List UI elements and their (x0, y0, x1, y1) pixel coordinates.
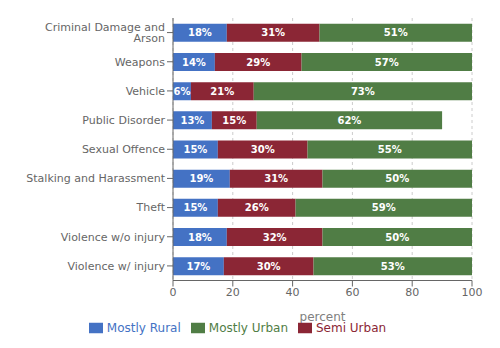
svg-text:20: 20 (226, 286, 240, 299)
svg-text:51%: 51% (384, 27, 408, 38)
svg-text:0: 0 (170, 286, 177, 299)
svg-text:Violence w/ injury: Violence w/ injury (68, 260, 166, 273)
svg-text:53%: 53% (381, 261, 405, 272)
svg-text:21%: 21% (210, 86, 234, 97)
svg-text:60: 60 (345, 286, 359, 299)
svg-text:50%: 50% (385, 173, 409, 184)
svg-text:Sexual Offence: Sexual Offence (82, 143, 165, 156)
svg-text:Vehicle: Vehicle (126, 85, 166, 98)
svg-text:62%: 62% (337, 115, 361, 126)
svg-text:15%: 15% (183, 202, 207, 213)
svg-text:18%: 18% (188, 232, 212, 243)
svg-text:Weapons: Weapons (115, 56, 165, 69)
svg-text:50%: 50% (385, 232, 409, 243)
svg-text:29%: 29% (246, 57, 270, 68)
svg-text:31%: 31% (261, 27, 285, 38)
svg-text:57%: 57% (375, 57, 399, 68)
svg-text:17%: 17% (186, 261, 210, 272)
svg-text:26%: 26% (245, 202, 269, 213)
svg-text:6%: 6% (173, 86, 190, 97)
svg-text:15%: 15% (183, 144, 207, 155)
svg-text:percent: percent (300, 310, 346, 324)
svg-text:Criminal Damage andArson: Criminal Damage andArson (45, 21, 165, 45)
html-text:Mostly Rural: Mostly Rural (106, 320, 181, 335)
svg-text:Stalking and Harassment: Stalking and Harassment (26, 172, 165, 185)
svg-text:55%: 55% (378, 144, 402, 155)
svg-text:Theft: Theft (136, 201, 166, 214)
svg-text:Violence w/o injury: Violence w/o injury (61, 231, 166, 244)
html-text:Mostly Urban: Mostly Urban (208, 320, 288, 335)
svg-text:31%: 31% (264, 173, 288, 184)
svg-text:14%: 14% (182, 57, 206, 68)
svg-text:18%: 18% (188, 27, 212, 38)
svg-text:100: 100 (462, 286, 483, 299)
svg-text:30%: 30% (257, 261, 281, 272)
svg-text:80: 80 (405, 286, 419, 299)
svg-text:40: 40 (286, 286, 300, 299)
svg-text:15%: 15% (222, 115, 246, 126)
svg-text:59%: 59% (372, 202, 396, 213)
svg-text:13%: 13% (180, 115, 204, 126)
svg-text:32%: 32% (263, 232, 287, 243)
html-text:Semi Urban: Semi Urban (316, 320, 387, 335)
svg-text:30%: 30% (251, 144, 275, 155)
svg-text:19%: 19% (189, 173, 213, 184)
svg-text:73%: 73% (351, 86, 375, 97)
svg-text:Public Disorder: Public Disorder (82, 114, 165, 127)
